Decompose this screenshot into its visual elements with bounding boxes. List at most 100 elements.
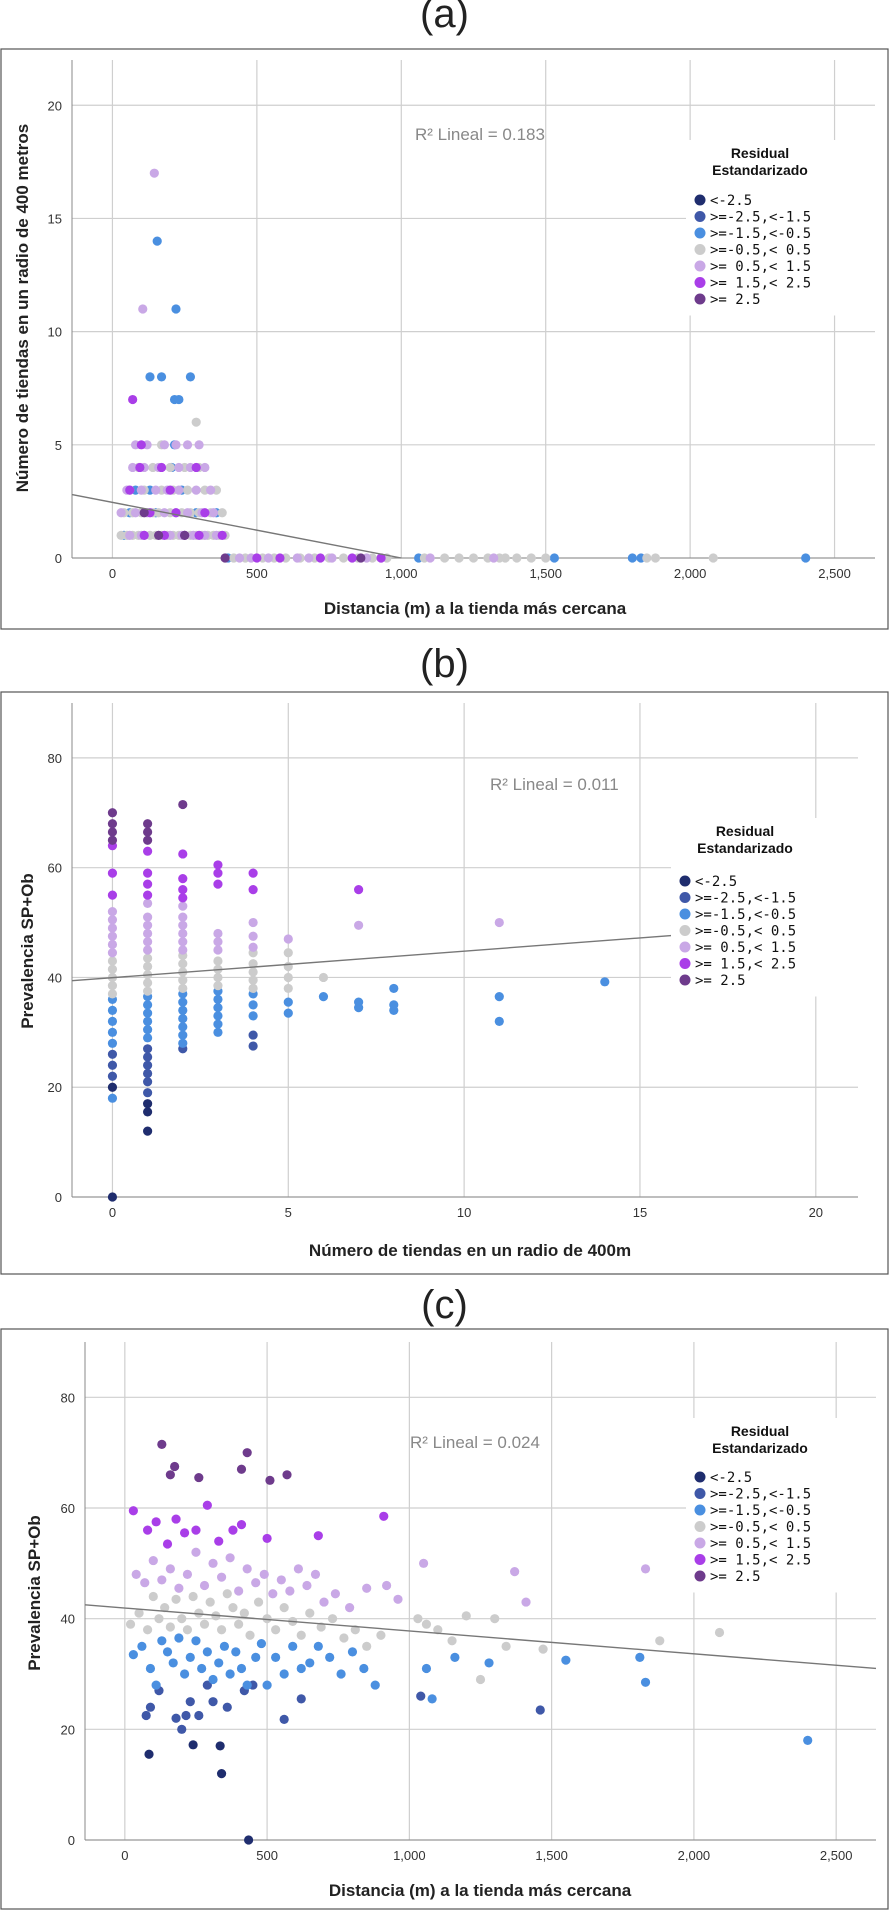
- data-point: [421, 1663, 432, 1674]
- data-point: [107, 1005, 118, 1015]
- legend-label: >=-2.5,<-1.5: [710, 1487, 811, 1503]
- data-point: [447, 1636, 457, 1646]
- data-point: [535, 1705, 545, 1715]
- data-point: [642, 553, 652, 563]
- data-point: [143, 961, 153, 972]
- data-point: [248, 1000, 258, 1010]
- data-point: [213, 1019, 223, 1029]
- data-point: [265, 1475, 275, 1485]
- legend-label: >= 0.5,< 1.5: [710, 259, 811, 275]
- data-point: [354, 885, 364, 895]
- data-point: [165, 1564, 175, 1574]
- legend-label: >= 1.5,< 2.5: [710, 1553, 811, 1569]
- data-point: [338, 553, 349, 563]
- data-point: [234, 1619, 244, 1629]
- data-point: [160, 1603, 170, 1613]
- data-point: [178, 983, 188, 994]
- data-point: [107, 948, 118, 958]
- data-point: [182, 440, 193, 450]
- data-point: [191, 462, 201, 473]
- data-point: [107, 1093, 118, 1103]
- y-tick-label: 0: [68, 1833, 75, 1848]
- data-point: [143, 1126, 153, 1136]
- data-point: [549, 553, 559, 563]
- data-point: [225, 1669, 235, 1679]
- data-point: [194, 440, 204, 450]
- data-point: [262, 1533, 272, 1544]
- legend-background: [671, 818, 861, 997]
- legend-background: [686, 1418, 876, 1593]
- data-point: [178, 945, 188, 955]
- data-point: [475, 1674, 486, 1685]
- data-point: [170, 1461, 180, 1472]
- legend-title: Estandarizado: [712, 1440, 808, 1456]
- data-point: [178, 874, 188, 884]
- panel-label-a: (a): [420, 0, 469, 36]
- data-point: [640, 1564, 651, 1574]
- data-point: [262, 1614, 272, 1624]
- y-tick-label: 0: [55, 551, 62, 566]
- data-point: [484, 1658, 494, 1668]
- y-tick-label: 20: [48, 1080, 62, 1095]
- data-point: [315, 553, 326, 563]
- data-point: [143, 986, 153, 996]
- data-point: [354, 920, 364, 930]
- legend-marker: [694, 1554, 706, 1565]
- data-point: [561, 1655, 571, 1665]
- data-point: [185, 372, 196, 382]
- data-point: [154, 1614, 164, 1624]
- data-point: [376, 1630, 386, 1640]
- data-point: [244, 1835, 254, 1845]
- data-point: [143, 953, 153, 963]
- data-point: [179, 1669, 190, 1679]
- data-point: [107, 1049, 118, 1059]
- data-point: [213, 937, 223, 947]
- data-point: [185, 1652, 195, 1662]
- data-point: [512, 553, 522, 563]
- data-point: [140, 1578, 150, 1588]
- data-point: [347, 1647, 358, 1657]
- data-point: [142, 1625, 153, 1635]
- data-point: [178, 1005, 188, 1015]
- data-point: [143, 1088, 153, 1098]
- data-point: [143, 920, 153, 930]
- legend-marker: [694, 1521, 706, 1532]
- data-point: [191, 1547, 201, 1557]
- data-point: [143, 937, 153, 947]
- data-point: [182, 1625, 193, 1635]
- data-point: [215, 1741, 225, 1751]
- data-point: [262, 1680, 272, 1690]
- data-point: [213, 868, 223, 878]
- legend-title: Residual: [731, 1423, 789, 1439]
- data-point: [143, 1068, 153, 1079]
- data-point: [490, 1614, 500, 1624]
- data-point: [330, 1589, 340, 1599]
- data-point: [427, 1694, 437, 1704]
- data-point: [143, 827, 153, 837]
- data-point: [143, 1024, 153, 1035]
- data-point: [142, 1525, 153, 1535]
- data-point: [494, 992, 504, 1002]
- y-tick-label: 20: [48, 98, 62, 113]
- data-point: [194, 1710, 204, 1721]
- data-point: [174, 485, 184, 495]
- data-point: [217, 530, 227, 540]
- data-point: [143, 1016, 153, 1026]
- data-point: [178, 997, 188, 1007]
- legend-marker: [679, 941, 691, 953]
- data-point: [345, 1603, 355, 1613]
- legend-label: >= 0.5,< 1.5: [695, 940, 796, 956]
- data-point: [143, 879, 153, 889]
- legend-label: <-2.5: [710, 1470, 752, 1486]
- legend-label: >=-1.5,<-0.5: [710, 226, 811, 242]
- data-point: [144, 1749, 154, 1759]
- data-point: [151, 1517, 161, 1527]
- data-point: [179, 1528, 190, 1538]
- data-point: [156, 462, 167, 473]
- data-point: [178, 1022, 188, 1032]
- data-point: [318, 992, 329, 1002]
- data-point: [202, 1647, 212, 1657]
- data-point: [202, 1680, 212, 1690]
- data-point: [248, 931, 258, 941]
- data-point: [248, 967, 258, 977]
